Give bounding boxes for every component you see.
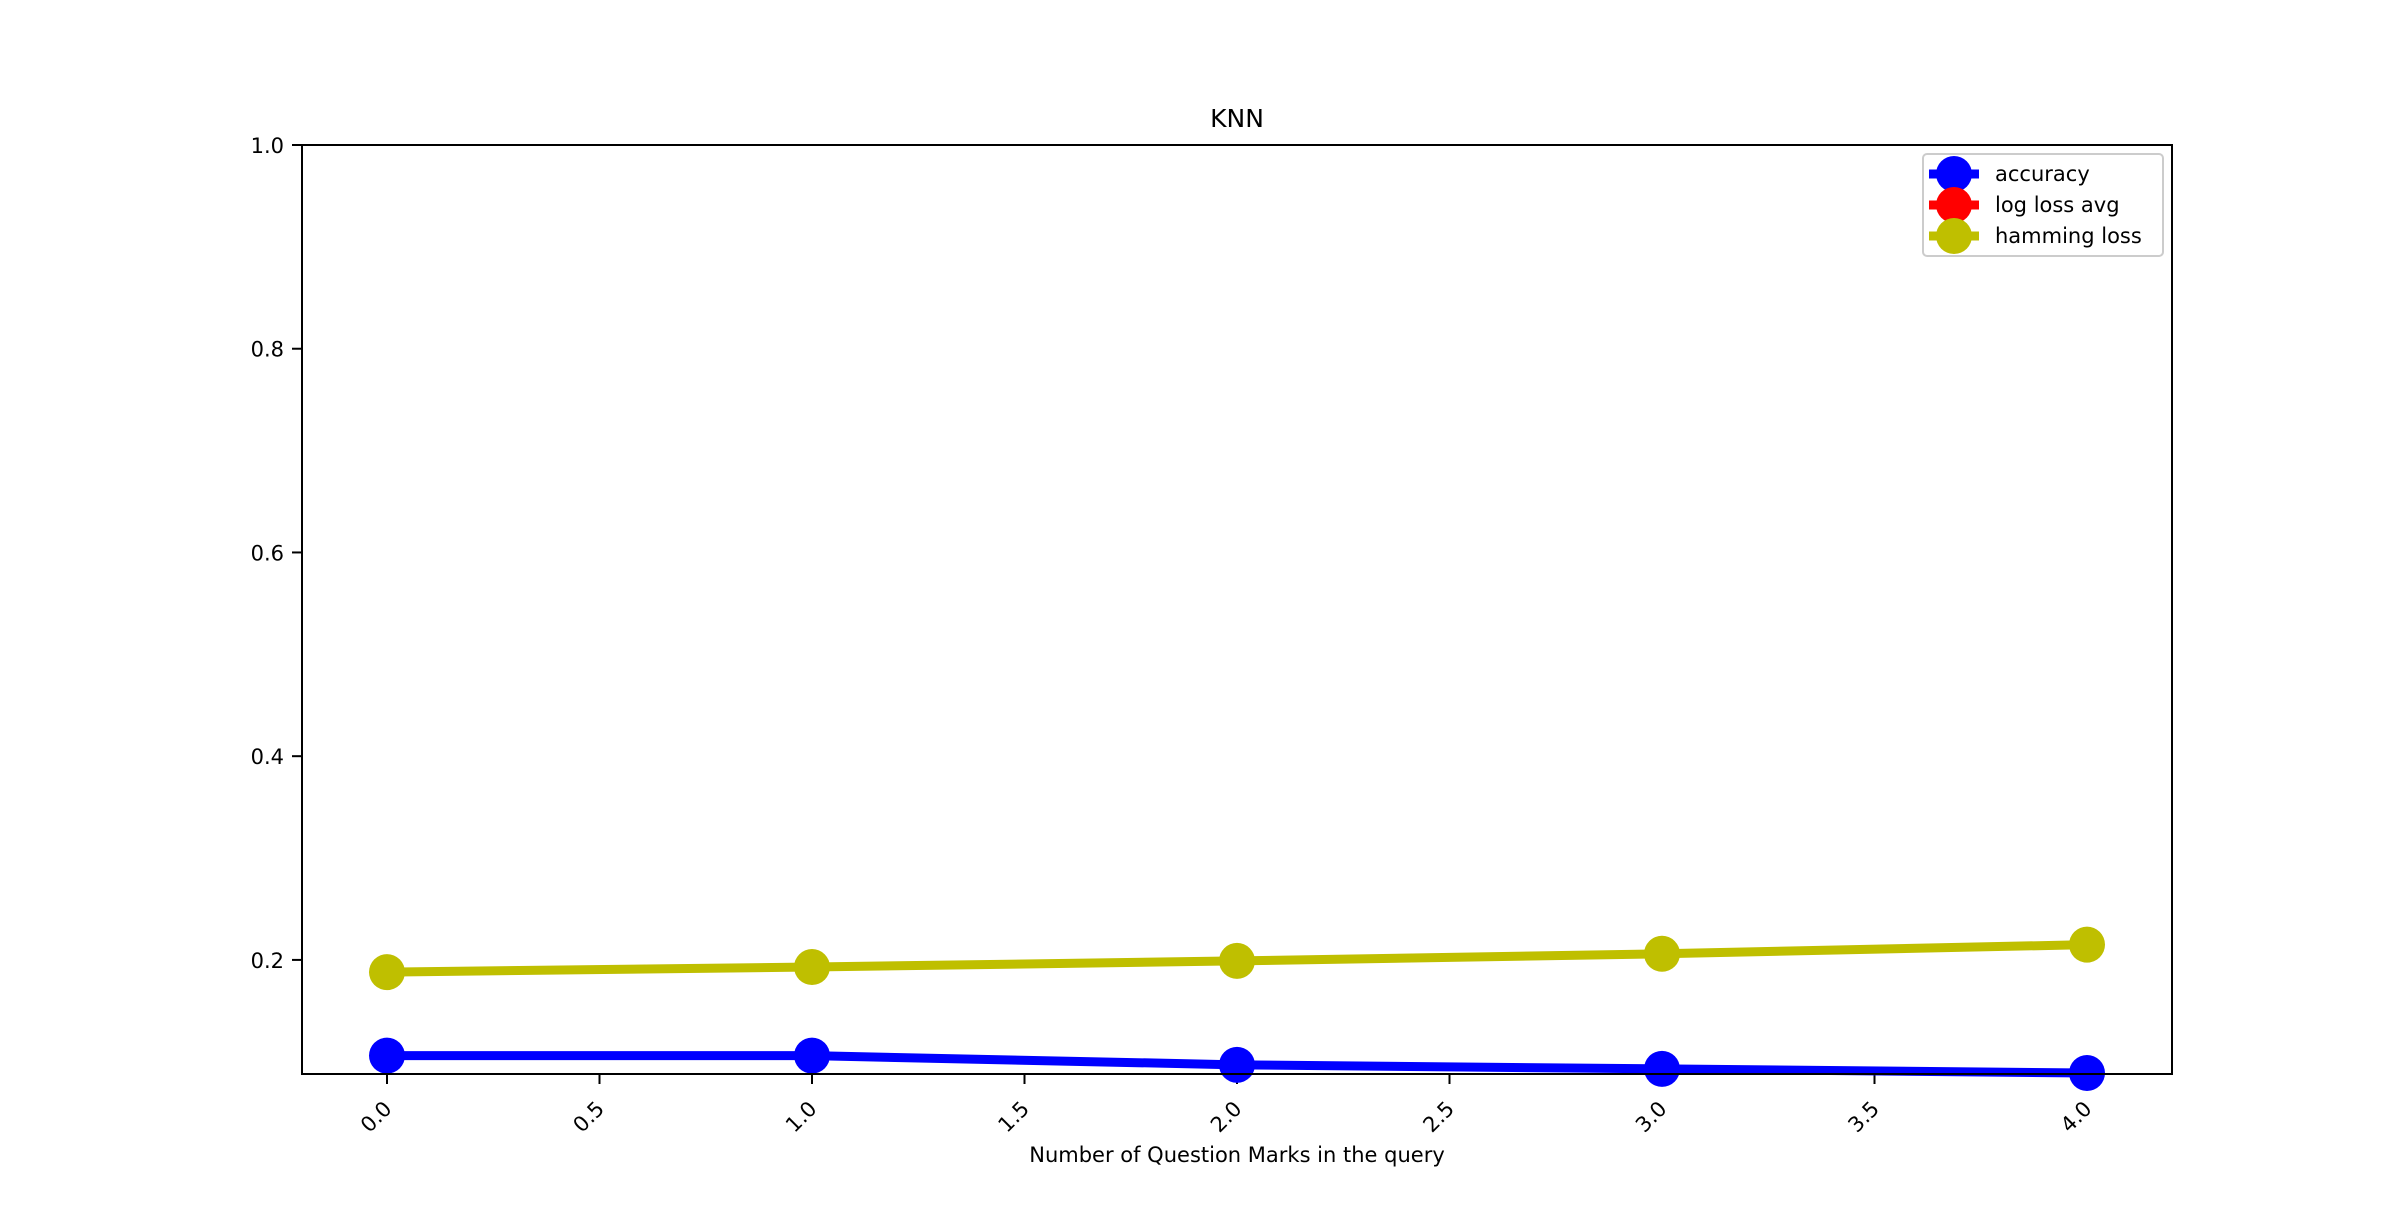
y-tick-label: 1.0 [251,134,284,158]
x-tick-label: 1.5 [993,1097,1034,1138]
legend-marker-log-loss-avg [1936,187,1972,223]
y-tick-label: 0.4 [251,745,284,769]
y-tick-label: 0.8 [251,338,284,362]
data-point-hamming-loss [2069,926,2105,963]
legend-box [1922,153,2164,257]
x-tick-label: 2.5 [1418,1097,1459,1138]
legend-label-accuracy: accuracy [1995,162,2090,186]
x-tick-label: 4.0 [2056,1097,2097,1138]
data-point-hamming-loss [369,954,405,991]
legend-marker-hamming-loss [1936,218,1972,254]
legend-label-hamming-loss: hamming loss [1995,224,2142,248]
data-point-accuracy [794,1037,830,1074]
ticks-layer: 0.0 0.5 1.0 1.5 2.0 2.5 3.0 3.5 4.0 0.2 0.4 0.6 0.8 1… [251,134,2097,1137]
x-tick-label: 2.0 [1206,1097,1247,1138]
plot-frame [301,144,2173,1075]
data-point-accuracy [2069,1054,2105,1091]
x-tick-label: 3.0 [1631,1097,1672,1138]
x-tick-label: 0.0 [356,1097,397,1138]
legend: accuracy log loss avg hamming loss [1922,153,2164,257]
data-point-hamming-loss [1219,942,1255,979]
data-point-hamming-loss [794,949,830,986]
data-point-hamming-loss [1644,935,1680,972]
data-point-accuracy [1219,1046,1255,1083]
legend-marker-accuracy [1936,156,1972,192]
data-point-accuracy [1644,1050,1680,1087]
x-tick-label: 1.0 [781,1097,822,1138]
y-tick-label: 0.6 [251,541,284,565]
series-layer [369,926,2105,1091]
x-tick-label: 0.5 [568,1097,609,1138]
data-point-accuracy [369,1037,405,1074]
legend-label-log-loss-avg: log loss avg [1995,193,2120,217]
y-tick-label: 0.2 [251,949,284,973]
x-tick-label: 3.5 [1843,1097,1884,1138]
x-axis-label: Number of Question Marks in the query [1029,1143,1445,1167]
chart-title: KNN [1210,104,1264,133]
